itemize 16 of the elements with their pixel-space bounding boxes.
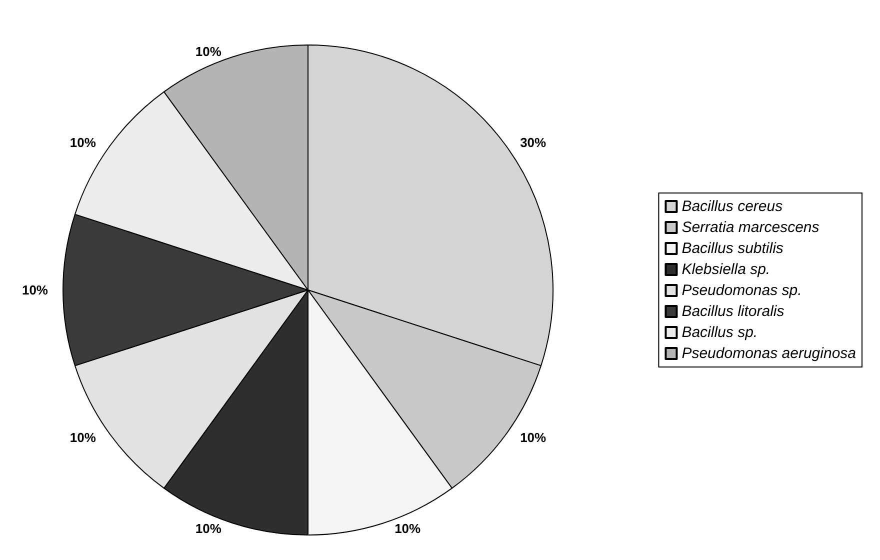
data-label: 10% [195, 521, 222, 536]
legend-label: Bacillus subtilis [682, 240, 784, 257]
legend-label: Pseudomonas sp. [682, 282, 802, 299]
data-label: 10% [394, 521, 422, 536]
legend-label: Bacillus cereus [682, 198, 784, 215]
data-label: 10% [70, 430, 96, 446]
legend-label: Klebsiella sp. [682, 261, 770, 278]
data-label: 10% [22, 282, 48, 298]
legend-label: Pseudomonas aeruginosa [682, 345, 856, 362]
legend-label: Serratia marcescens [682, 219, 820, 236]
data-label: 10% [70, 134, 96, 150]
data-label: 10% [520, 430, 547, 446]
legend-label: Bacillus litoralis [682, 303, 785, 320]
data-label: 30% [520, 134, 547, 150]
legend-label: Bacillus sp. [682, 324, 758, 341]
data-label: 10% [195, 44, 222, 59]
